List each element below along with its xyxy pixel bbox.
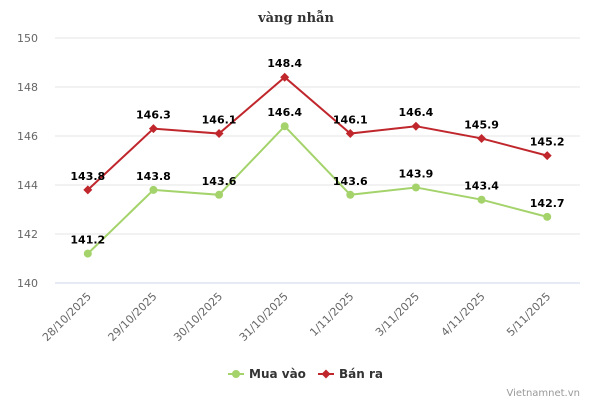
legend-marker-diamond-icon [321,369,331,379]
y-tick-label: 148 [17,81,38,94]
x-axis-ticks: 28/10/2025 29/10/2025 30/10/2025 31/10/2025… [40,290,553,344]
series-markers[interactable] [83,72,552,258]
chart-title: vàng nhẫn [257,10,334,26]
legend-label: Bán ra [339,367,383,381]
data-point[interactable] [280,122,289,131]
series-line [87,75,548,191]
data-point[interactable] [477,133,487,143]
series-line [87,124,548,255]
data-point[interactable] [477,195,486,204]
y-tick-label: 144 [17,179,38,192]
grid-lines [55,37,580,235]
data-point[interactable] [346,190,355,199]
data-point[interactable] [543,212,552,221]
x-tick-label: 1/11/2025 [307,290,356,339]
data-point[interactable] [542,151,552,161]
x-tick-label: 4/11/2025 [439,290,488,339]
data-point[interactable] [280,72,290,82]
y-tick-label: 146 [17,130,38,143]
data-label: 146.1 [202,114,237,127]
x-tick-label: 31/10/2025 [237,290,291,344]
data-label: 145.2 [530,136,565,149]
data-labels: 141.2 143.8 143.6 146.4 143.6 143.9 143.4 142.7… [70,57,564,246]
legend-item[interactable]: Bán ra [318,367,383,381]
data-point[interactable] [148,124,158,134]
x-tick-label: 5/11/2025 [504,290,553,339]
data-point[interactable] [215,190,224,199]
series-lines [87,75,548,255]
data-point[interactable] [345,129,355,139]
data-label: 146.4 [399,106,434,119]
data-point[interactable] [214,129,224,139]
y-tick-label: 150 [17,32,38,45]
data-label: 143.4 [464,180,499,193]
data-label: 146.1 [333,114,368,127]
x-tick-label: 28/10/2025 [40,290,94,344]
data-label: 146.4 [267,106,302,119]
data-point[interactable] [411,183,420,192]
data-label: 148.4 [267,57,302,70]
data-label: 142.7 [530,197,565,210]
legend-marker-circle-icon [232,370,240,378]
data-point[interactable] [83,185,93,195]
y-axis-ticks: 140 142 144 146 148 150 [17,32,38,290]
data-point[interactable] [149,185,158,194]
data-label: 146.3 [136,109,171,122]
data-label: 143.8 [70,170,105,183]
data-point[interactable] [83,249,92,258]
x-tick-label: 30/10/2025 [171,290,225,344]
x-tick-label: 29/10/2025 [106,290,160,344]
data-label: 143.6 [333,175,368,188]
data-label: 143.6 [202,175,237,188]
data-point[interactable] [411,121,421,131]
data-label: 143.9 [399,167,434,180]
credit-text[interactable]: Vietnamnet.vn [506,388,580,399]
y-tick-label: 140 [17,277,38,290]
legend-label: Mua vào [249,367,306,381]
x-tick-label: 3/11/2025 [373,290,422,339]
data-label: 143.8 [136,170,171,183]
data-label: 141.2 [70,234,105,247]
data-label: 145.9 [464,118,499,131]
y-tick-label: 142 [17,228,38,241]
legend-item[interactable]: Mua vào [228,367,306,381]
legend[interactable]: Mua vào Bán ra [228,367,383,381]
